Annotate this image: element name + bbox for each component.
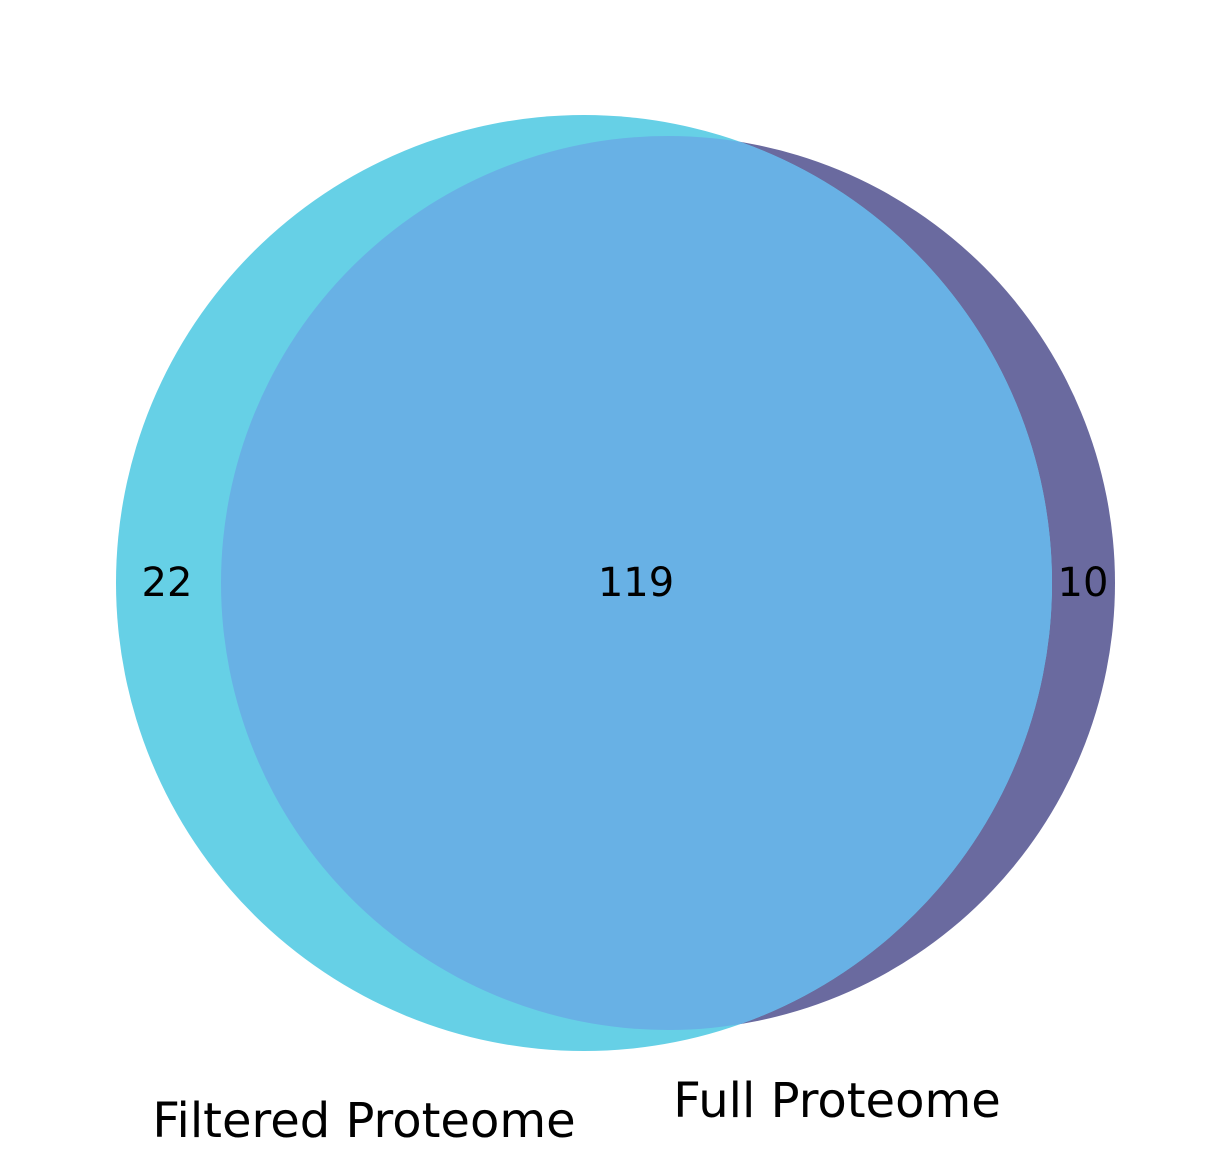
intersection-region: [221, 136, 1052, 1030]
filtered-proteome-label: Filtered Proteome: [152, 1093, 575, 1149]
full-proteome-label: Full Proteome: [673, 1073, 1001, 1129]
only-full-count: 10: [1058, 560, 1109, 606]
only-filtered-count: 22: [142, 560, 193, 606]
intersection-count: 119: [598, 560, 674, 606]
